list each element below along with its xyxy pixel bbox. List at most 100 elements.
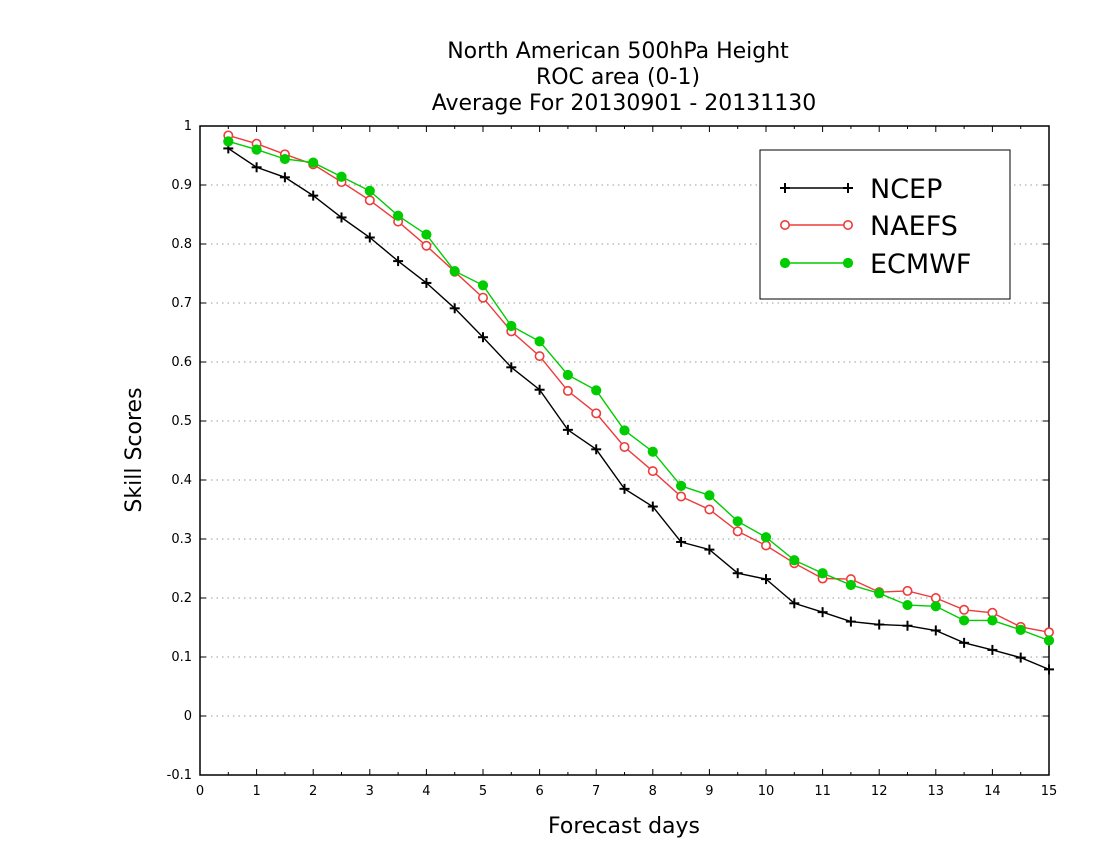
x-tick-label: 1	[252, 784, 260, 799]
legend-marker-ncep	[780, 183, 790, 193]
x-tick-label: 6	[535, 784, 543, 799]
y-axis-label: Skill Scores	[122, 387, 147, 512]
data-point-naefs	[959, 604, 970, 615]
data-point-ecmwf	[251, 144, 262, 155]
y-tick-label: 0.9	[171, 178, 192, 193]
y-tick-label: 0.2	[171, 591, 192, 606]
y-tick-label: 0.7	[171, 296, 192, 311]
y-tick-label: 0.1	[171, 650, 192, 665]
data-point-ecmwf	[619, 425, 630, 436]
data-point-naefs	[704, 504, 715, 515]
y-tick-label: 0.3	[171, 532, 192, 547]
series-ecmwf	[223, 136, 1055, 646]
x-tick-label: 7	[592, 784, 600, 799]
data-point-ncep	[817, 607, 828, 618]
data-point-ncep	[534, 384, 545, 395]
legend-label-naefs: NAEFS	[870, 211, 958, 242]
data-point-naefs	[760, 540, 771, 551]
data-point-ncep	[874, 619, 885, 630]
data-point-ncep	[251, 162, 262, 173]
data-point-ncep	[732, 568, 743, 579]
series-ncep	[223, 143, 1054, 675]
x-tick-label: 15	[1041, 784, 1058, 799]
x-tick-label: 14	[984, 784, 1001, 799]
x-tick-label: 13	[928, 784, 945, 799]
data-point-ncep	[987, 644, 998, 655]
data-point-ecmwf	[704, 490, 715, 501]
legend-label-ncep: NCEP	[870, 174, 942, 205]
data-point-ncep	[308, 190, 319, 201]
data-point-ecmwf	[506, 320, 517, 332]
x-tick-label: 5	[479, 784, 487, 799]
y-tick-label: 0.5	[171, 414, 192, 429]
data-point-ncep	[364, 232, 375, 243]
chart-title-line-3: Average For 20130901 - 20131130	[432, 91, 817, 116]
data-point-ecmwf	[336, 171, 347, 182]
data-point-ecmwf	[591, 385, 602, 396]
data-point-ncep	[1015, 652, 1026, 663]
data-point-naefs	[902, 585, 913, 596]
legend-marker-ecmwf	[842, 257, 854, 269]
series-layer	[223, 130, 1055, 675]
data-point-naefs	[676, 491, 687, 502]
data-point-naefs	[534, 351, 545, 362]
x-tick-label: 9	[705, 784, 713, 799]
chart-title-line-2: ROC area (0-1)	[536, 65, 700, 90]
data-point-ncep	[959, 637, 970, 648]
data-point-ncep	[478, 332, 488, 343]
y-tick-label: 1	[184, 119, 192, 134]
data-point-ecmwf	[732, 516, 743, 527]
legend-marker-naefs	[842, 220, 853, 231]
data-point-ecmwf	[930, 601, 941, 612]
data-point-ncep	[676, 536, 687, 547]
data-point-ecmwf	[845, 579, 857, 591]
data-point-ecmwf	[874, 588, 885, 599]
data-point-ncep	[930, 625, 941, 636]
data-point-ncep	[761, 574, 771, 585]
data-point-ecmwf	[279, 153, 290, 165]
data-point-ecmwf	[902, 599, 913, 611]
data-point-ecmwf	[789, 555, 800, 566]
data-point-ncep	[704, 544, 715, 555]
legend-marker-ecmwf	[779, 257, 791, 269]
data-point-ecmwf	[364, 185, 375, 196]
data-point-ecmwf	[760, 532, 772, 543]
data-point-naefs	[619, 441, 630, 452]
data-point-ecmwf	[393, 210, 404, 221]
x-tick-label: 4	[422, 784, 430, 799]
data-point-ncep	[1044, 664, 1054, 675]
y-tick-label: 0.6	[171, 355, 192, 370]
data-point-ecmwf	[987, 615, 998, 626]
data-point-naefs	[732, 526, 743, 537]
data-point-ncep	[393, 256, 404, 267]
data-point-ecmwf	[676, 480, 687, 491]
data-point-ncep	[619, 483, 630, 494]
chart-title: North American 500hPa Height ROC area (0…	[432, 39, 817, 116]
data-point-ncep	[789, 598, 800, 609]
x-tick-label: 0	[196, 784, 204, 799]
axis-ticks: -0.100.10.20.30.40.50.60.70.80.910 1 2 3 4 5 6…	[167, 119, 1058, 799]
x-tick-label: 2	[309, 784, 317, 799]
data-point-ecmwf	[223, 136, 234, 147]
data-point-ncep	[506, 362, 517, 373]
data-point-naefs	[591, 408, 602, 419]
data-point-ecmwf	[534, 336, 545, 347]
data-point-ncep	[562, 424, 573, 435]
legend-marker-naefs	[779, 220, 790, 231]
data-point-naefs	[477, 292, 488, 303]
data-point-ecmwf	[477, 280, 489, 291]
data-point-ecmwf	[308, 157, 319, 168]
x-tick-label: 8	[649, 784, 657, 799]
data-point-ncep	[279, 172, 290, 183]
data-point-ecmwf	[562, 369, 574, 381]
legend-marker-ncep	[843, 183, 853, 193]
data-point-naefs	[364, 195, 375, 206]
data-point-ecmwf	[1043, 635, 1055, 646]
data-point-ecmwf	[1015, 624, 1026, 635]
grid-lines	[200, 184, 1049, 717]
x-axis-label: Forecast days	[548, 814, 700, 839]
x-tick-label: 3	[366, 784, 374, 799]
data-point-naefs	[647, 466, 658, 477]
data-point-naefs	[562, 385, 573, 396]
